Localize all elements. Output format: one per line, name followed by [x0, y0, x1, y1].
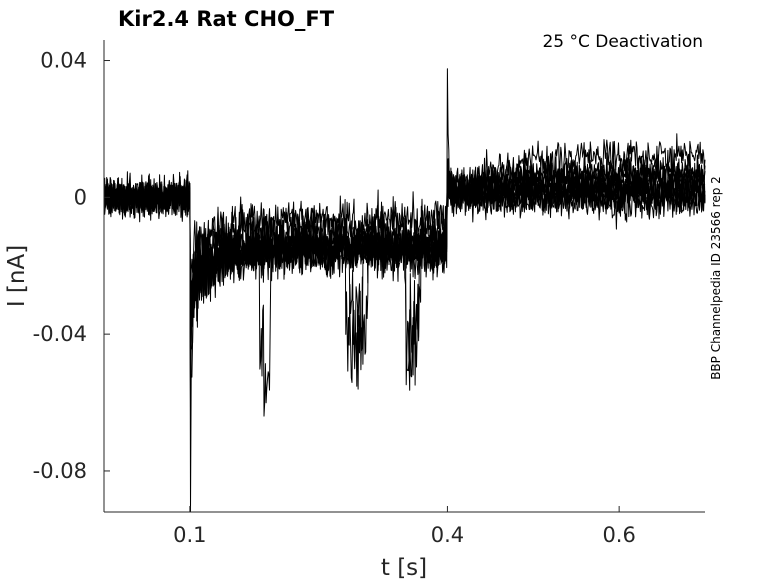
chart-title: Kir2.4 Rat CHO_FT: [118, 7, 335, 31]
chart-subtitle: 25 °C Deactivation: [542, 32, 703, 52]
x-tick-label: 0.1: [173, 523, 206, 547]
x-tick-label: 0.6: [602, 523, 635, 547]
y-tick-label: -0.04: [33, 322, 87, 346]
x-axis-label: t [s]: [381, 555, 427, 581]
y-tick-label: -0.08: [33, 459, 87, 483]
x-ticks: 0.1 0.4 0.6: [173, 506, 636, 547]
traces-group: [103, 68, 706, 513]
current-trace: [103, 169, 706, 399]
side-label: BBP Channelpedia ID 23566 rep 2: [709, 176, 723, 380]
y-tick-label: 0: [74, 185, 87, 209]
y-tick-label: 0.04: [40, 49, 87, 73]
y-ticks: 0.04 0 -0.04 -0.08: [33, 49, 110, 483]
y-axis-label: I [nA]: [4, 245, 30, 307]
x-tick-label: 0.4: [431, 523, 464, 547]
current-trace: [103, 158, 706, 351]
